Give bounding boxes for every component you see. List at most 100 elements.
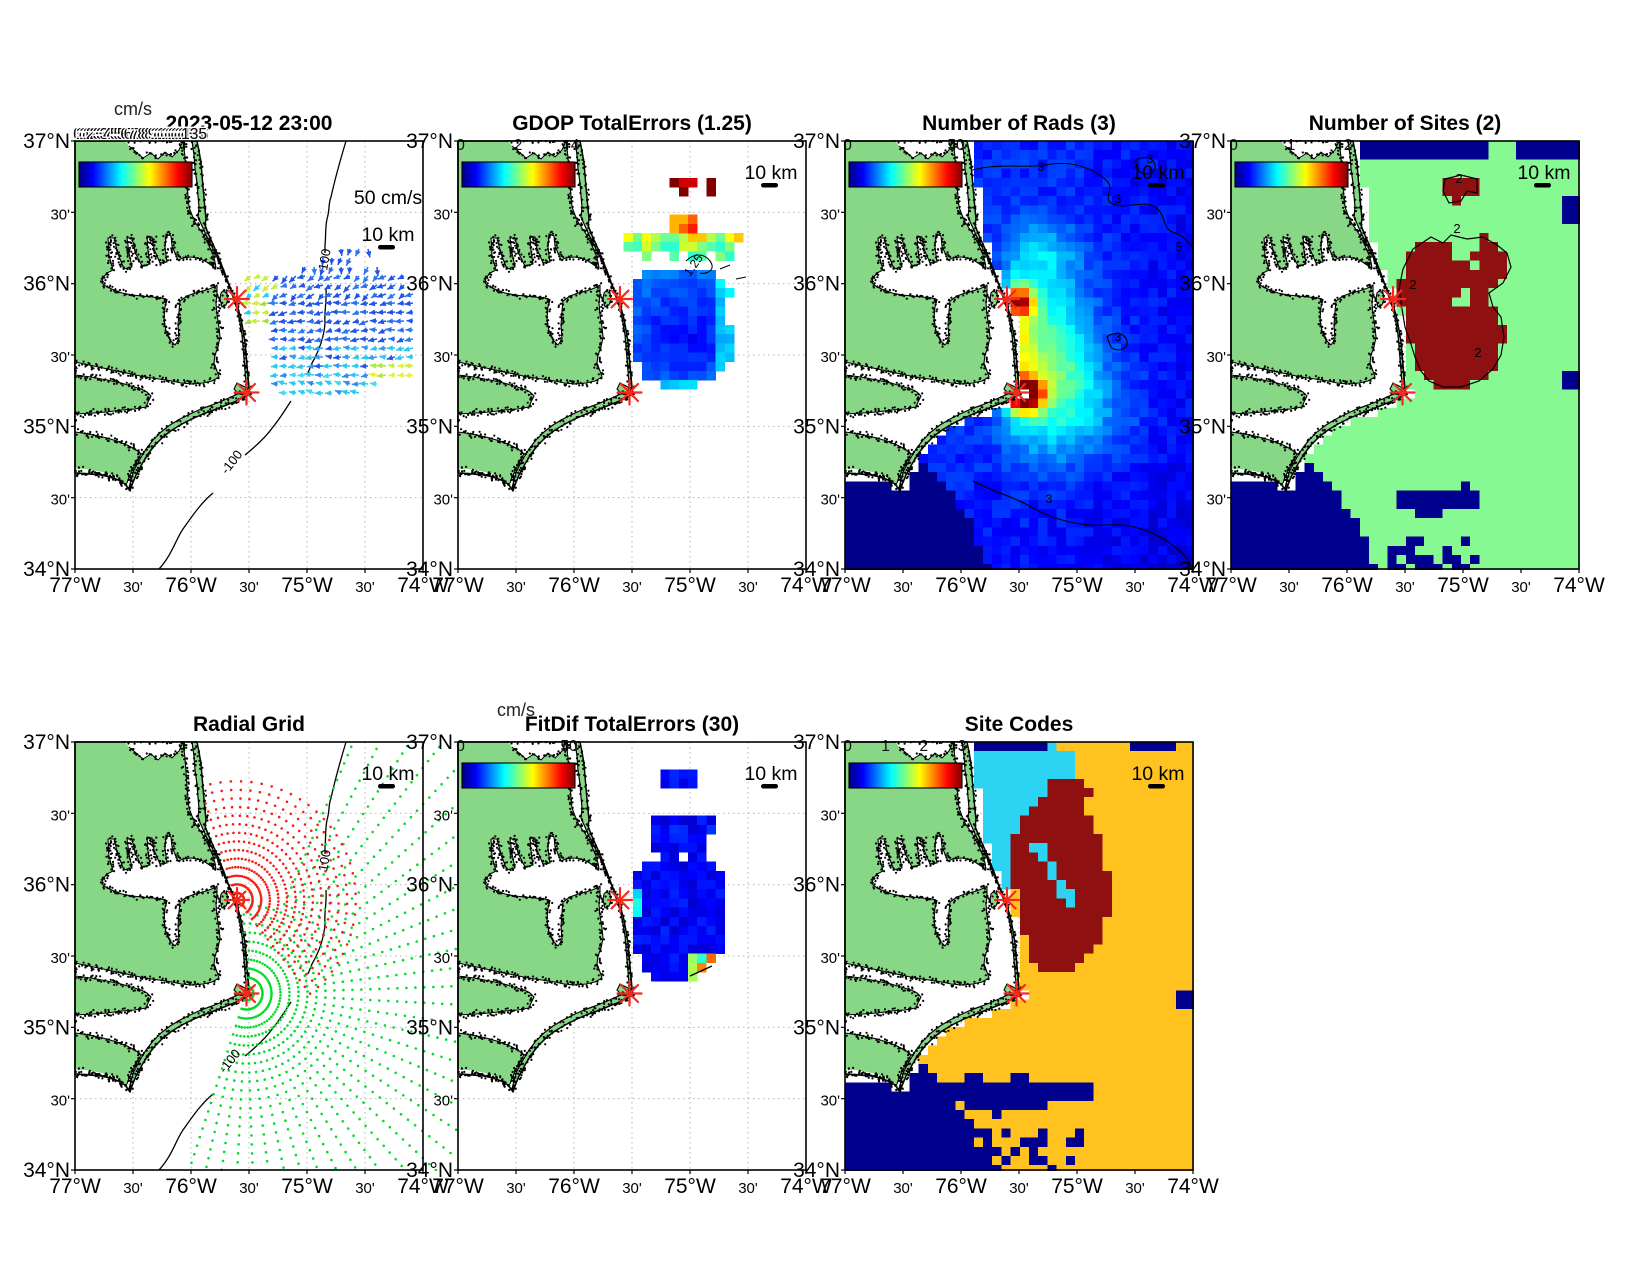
svg-text:77°W: 77°W (819, 574, 871, 597)
svg-text:31: 31 (98, 126, 115, 143)
svg-text:70: 70 (131, 126, 149, 143)
svg-text:34°N: 34°N (793, 558, 840, 581)
svg-text:95: 95 (151, 126, 168, 143)
svg-text:35°N: 35°N (406, 1016, 453, 1039)
svg-text:76: 76 (136, 126, 153, 143)
svg-text:80: 80 (137, 126, 155, 143)
svg-text:34°N: 34°N (1179, 558, 1226, 581)
svg-text:30: 30 (93, 126, 111, 143)
svg-text:30': 30' (50, 206, 70, 223)
svg-text:95: 95 (151, 126, 168, 143)
svg-text:34°N: 34°N (793, 1159, 840, 1182)
svg-text:0: 0 (1229, 137, 1238, 154)
svg-text:90: 90 (148, 126, 166, 143)
svg-text:3: 3 (1115, 330, 1122, 344)
svg-text:74°W: 74°W (1167, 1175, 1219, 1198)
svg-text:30: 30 (93, 126, 111, 143)
svg-text:Number of Sites (2): Number of Sites (2) (1309, 112, 1502, 135)
svg-text:30': 30' (50, 950, 70, 967)
svg-text:25: 25 (89, 126, 106, 143)
svg-text:45: 45 (107, 126, 124, 143)
svg-text:1: 1 (1287, 137, 1296, 154)
svg-text:cm/s: cm/s (114, 99, 152, 119)
svg-text:75°W: 75°W (1051, 574, 1103, 597)
svg-text:10 km: 10 km (744, 162, 797, 184)
svg-text:125: 125 (171, 126, 197, 143)
svg-text:10 km: 10 km (1131, 763, 1184, 785)
svg-text:10: 10 (79, 126, 97, 143)
svg-text:0: 0 (843, 137, 852, 154)
svg-text:34°N: 34°N (23, 558, 70, 581)
svg-text:30': 30' (1125, 579, 1145, 596)
svg-text:30': 30' (50, 807, 70, 824)
svg-text:15: 15 (83, 126, 100, 143)
svg-text:36°N: 36°N (406, 874, 453, 897)
svg-text:15: 15 (83, 126, 100, 143)
svg-text:30': 30' (433, 807, 453, 824)
svg-text:cm/s: cm/s (497, 700, 535, 720)
svg-text:37°N: 37°N (23, 731, 70, 754)
svg-text:76°W: 76°W (165, 574, 217, 597)
svg-text:131: 131 (179, 126, 205, 143)
svg-text:5: 5 (1176, 240, 1183, 254)
svg-text:36°N: 36°N (406, 273, 453, 296)
svg-text:GDOP TotalErrors (1.25): GDOP TotalErrors (1.25) (512, 112, 752, 135)
svg-text:0: 0 (456, 137, 465, 154)
svg-text:37°N: 37°N (406, 130, 453, 153)
svg-text:6: 6 (78, 126, 87, 143)
svg-text:76°W: 76°W (548, 574, 600, 597)
svg-text:65: 65 (124, 126, 141, 143)
svg-text:2: 2 (919, 738, 928, 755)
svg-text:30': 30' (820, 950, 840, 967)
svg-text:40: 40 (103, 126, 121, 143)
svg-text:126: 126 (173, 126, 199, 143)
svg-text:16: 16 (84, 126, 101, 143)
svg-text:30: 30 (96, 126, 114, 143)
svg-text:Number of Rads (3): Number of Rads (3) (922, 112, 1116, 135)
svg-text:30': 30' (622, 579, 642, 596)
svg-text:35°N: 35°N (1179, 415, 1226, 438)
svg-text:1: 1 (881, 738, 890, 755)
svg-text:37°N: 37°N (1179, 130, 1226, 153)
svg-text:10 km: 10 km (361, 224, 414, 246)
svg-text:30': 30' (355, 579, 375, 596)
svg-text:30': 30' (433, 950, 453, 967)
svg-text:120: 120 (167, 126, 193, 143)
svg-text:71: 71 (129, 126, 146, 143)
svg-text:125: 125 (174, 126, 200, 143)
svg-text:86: 86 (146, 126, 163, 143)
svg-text:11: 11 (81, 126, 97, 143)
svg-text:35°N: 35°N (793, 1016, 840, 1039)
svg-text:55: 55 (117, 126, 134, 143)
svg-text:36: 36 (101, 126, 118, 143)
svg-text:85: 85 (144, 126, 161, 143)
svg-text:65: 65 (124, 126, 141, 143)
svg-text:50: 50 (110, 126, 128, 143)
svg-text:37°N: 37°N (406, 731, 453, 754)
svg-text:30': 30' (820, 349, 840, 366)
svg-text:74°W: 74°W (780, 574, 832, 597)
svg-text:37°N: 37°N (23, 130, 70, 153)
svg-text:100: 100 (315, 248, 334, 272)
svg-text:66: 66 (125, 126, 142, 143)
svg-text:30': 30' (433, 206, 453, 223)
svg-text:45: 45 (107, 126, 124, 143)
svg-text:106: 106 (159, 126, 185, 143)
svg-text:3: 3 (1038, 160, 1045, 174)
svg-text:136: 136 (183, 126, 209, 143)
svg-text:135: 135 (181, 126, 207, 143)
svg-text:Site Codes: Site Codes (965, 713, 1074, 736)
svg-text:74°W: 74°W (1553, 574, 1605, 597)
svg-text:35°N: 35°N (23, 415, 70, 438)
svg-text:30': 30' (433, 349, 453, 366)
svg-text:55: 55 (117, 126, 134, 143)
svg-text:75°W: 75°W (1437, 574, 1489, 597)
svg-text:100: 100 (150, 126, 176, 143)
svg-text:30': 30' (1206, 349, 1226, 366)
svg-text:110: 110 (161, 126, 186, 143)
svg-text:30': 30' (820, 492, 840, 509)
svg-text:30': 30' (893, 1180, 913, 1197)
svg-text:115: 115 (165, 126, 190, 143)
svg-text:75: 75 (134, 126, 151, 143)
svg-text:105: 105 (157, 126, 183, 143)
